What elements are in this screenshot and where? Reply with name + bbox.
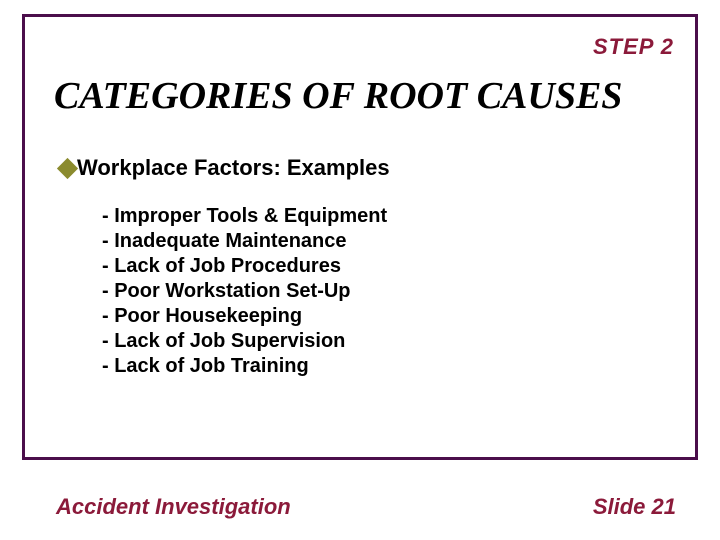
footer-right: Slide 21 bbox=[593, 494, 676, 520]
section-heading-row: Workplace Factors: Examples bbox=[60, 155, 390, 181]
list-item: - Lack of Job Supervision bbox=[102, 329, 387, 354]
list-item: - Poor Workstation Set-Up bbox=[102, 279, 387, 304]
step-label: STEP 2 bbox=[593, 34, 674, 60]
list-item: - Improper Tools & Equipment bbox=[102, 204, 387, 229]
footer-left: Accident Investigation bbox=[56, 494, 291, 520]
section-heading-text: Workplace Factors: Examples bbox=[77, 155, 390, 181]
list-item: - Inadequate Maintenance bbox=[102, 229, 387, 254]
list-item: - Lack of Job Training bbox=[102, 354, 387, 379]
slide-title: CATEGORIES OF ROOT CAUSES bbox=[54, 74, 622, 118]
list-item: - Poor Housekeeping bbox=[102, 304, 387, 329]
items-list: - Improper Tools & Equipment - Inadequat… bbox=[102, 204, 387, 379]
list-item: - Lack of Job Procedures bbox=[102, 254, 387, 279]
diamond-icon bbox=[57, 157, 78, 178]
